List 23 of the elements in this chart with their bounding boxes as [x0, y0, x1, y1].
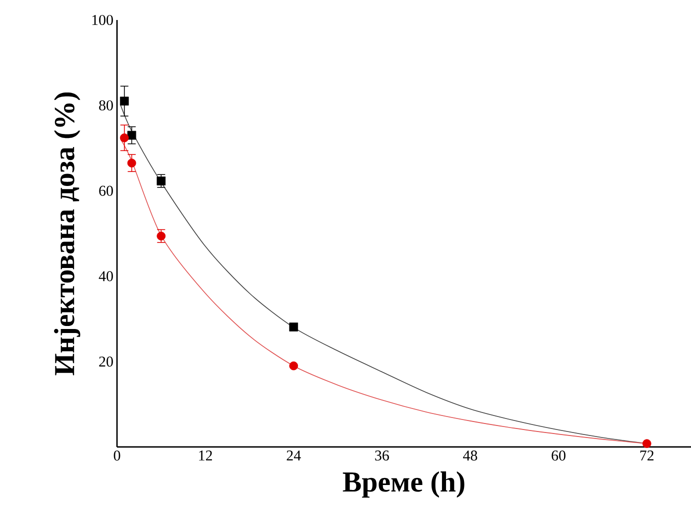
point	[289, 361, 298, 370]
y-tick-label: 60	[99, 186, 113, 196]
point	[156, 176, 166, 186]
x-tick-label: 72	[640, 450, 654, 460]
point	[156, 232, 166, 240]
x-tick-label: 12	[199, 450, 212, 460]
x-tick-label: 0	[114, 450, 120, 461]
y-axis-title: Инјектована доза (%)	[54, 92, 80, 376]
y-tick-label: 80	[99, 100, 113, 110]
x-tick-label: 24	[286, 450, 301, 460]
point	[120, 133, 129, 142]
y-tick-label: 100	[92, 14, 113, 26]
point	[120, 96, 129, 106]
x-tick-label: 36	[375, 450, 389, 461]
x-tick-label: 48	[463, 450, 478, 461]
y-tick-label: 20	[99, 356, 113, 367]
point	[127, 130, 136, 140]
x-axis-title: Време (h)	[342, 471, 464, 498]
point	[289, 322, 298, 332]
point	[642, 439, 652, 448]
y-tick-label: 40	[98, 271, 113, 282]
x-tick-label: 60	[552, 450, 566, 461]
point	[127, 158, 136, 168]
